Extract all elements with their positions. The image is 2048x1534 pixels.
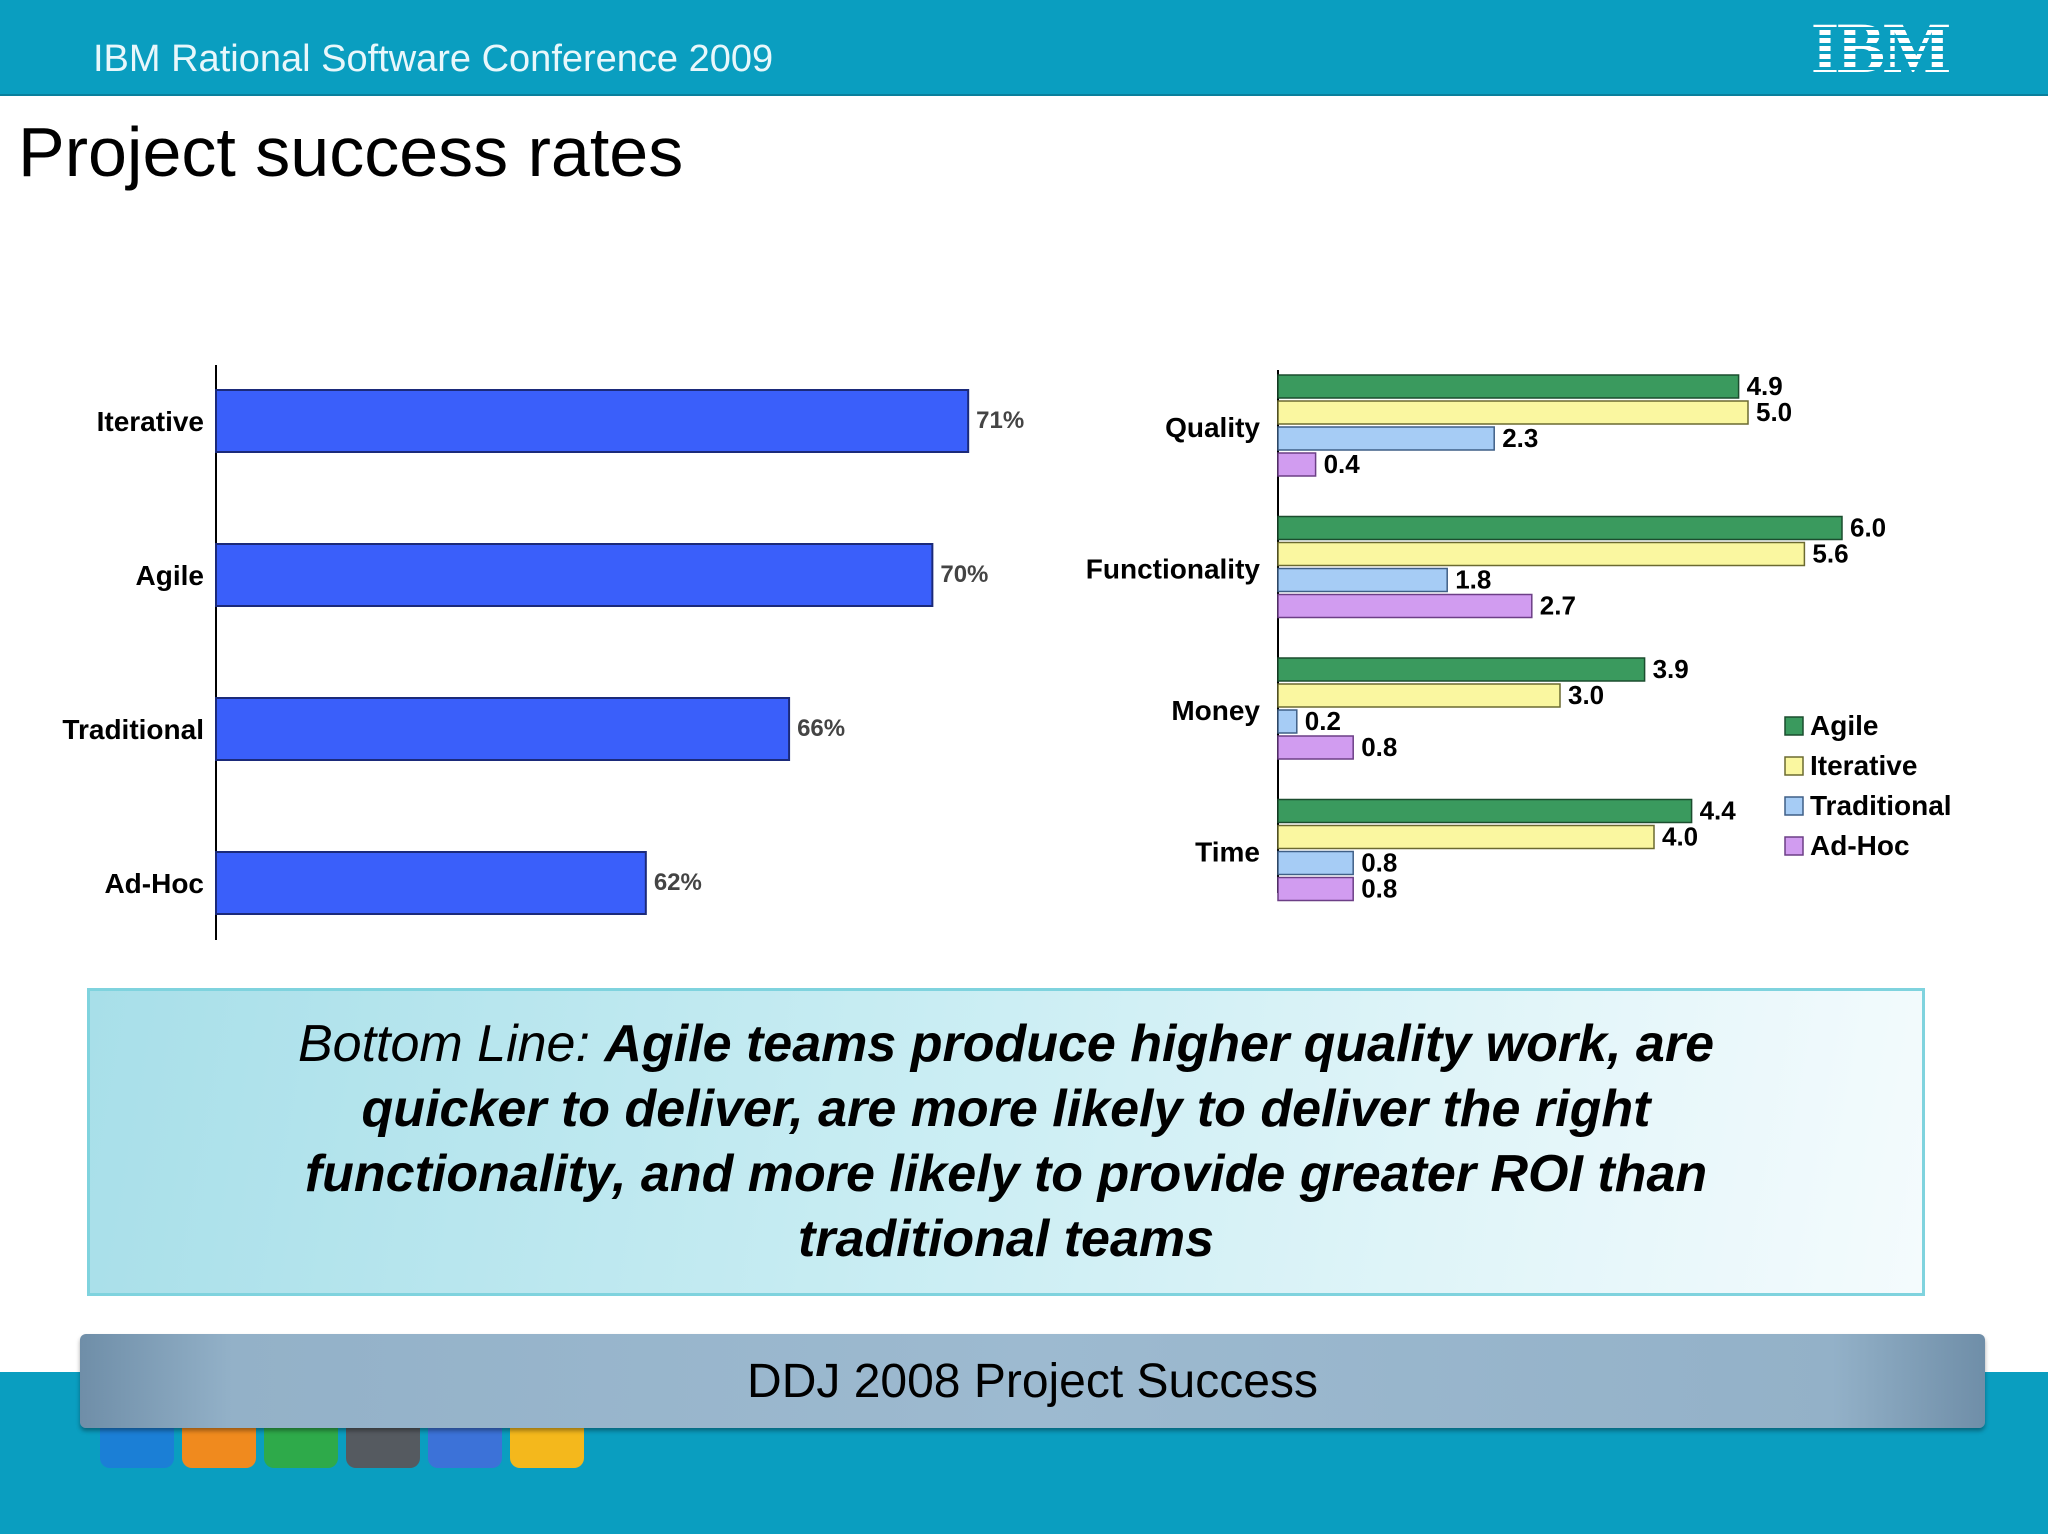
bar — [215, 851, 647, 915]
data-label: 0.2 — [1305, 706, 1341, 736]
bar — [1277, 798, 1693, 824]
data-label: 62% — [654, 869, 702, 896]
category-label: Functionality — [1086, 554, 1261, 585]
bottom-line-text: Bottom Line: Agile teams produce higher … — [230, 1012, 1782, 1272]
category-label: Traditional — [62, 714, 204, 745]
category-label: Quality — [1165, 412, 1260, 443]
bar — [1277, 567, 1448, 593]
data-label: 4.0 — [1662, 822, 1698, 852]
data-label: 4.4 — [1700, 796, 1737, 826]
bar — [1277, 515, 1843, 541]
data-label: 71% — [976, 407, 1024, 434]
data-label: 6.0 — [1850, 513, 1886, 543]
header-bar: IBM Rational Software Conference 2009 IB… — [0, 0, 2048, 96]
bar — [1277, 824, 1655, 850]
data-label: 3.9 — [1653, 654, 1689, 684]
legend-label: Agile — [1810, 710, 1878, 741]
legend-swatch — [1784, 796, 1804, 816]
slide-title: Project success rates — [18, 113, 684, 191]
bar — [1277, 541, 1806, 567]
bar — [1277, 709, 1298, 734]
source-text: DDJ 2008 Project Success — [747, 1354, 1318, 1408]
category-label: Iterative — [97, 406, 204, 437]
bottom-line-body: Agile teams produce higher quality work,… — [304, 1015, 1714, 1268]
data-label: 66% — [797, 715, 845, 742]
bar — [215, 543, 934, 607]
category-label: Time — [1195, 837, 1260, 868]
legend-swatch — [1784, 836, 1804, 856]
bar — [215, 697, 791, 761]
bar — [1277, 735, 1354, 760]
bar — [1277, 426, 1495, 451]
legend-label: Traditional — [1810, 790, 1952, 821]
category-label: Money — [1171, 695, 1260, 726]
data-label: 0.8 — [1361, 848, 1397, 878]
data-label: 2.7 — [1540, 591, 1576, 621]
data-label: 0.8 — [1361, 732, 1397, 762]
data-label: 5.6 — [1812, 539, 1848, 569]
bottom-line-box: Bottom Line: Agile teams produce higher … — [87, 988, 1925, 1296]
data-label: 1.8 — [1455, 565, 1491, 595]
bar — [1277, 374, 1740, 399]
data-label: 4.9 — [1747, 371, 1783, 401]
data-label: 0.8 — [1361, 874, 1397, 904]
bar — [1277, 593, 1533, 619]
data-label: 2.3 — [1502, 423, 1538, 453]
conference-title: IBM Rational Software Conference 2009 — [93, 38, 774, 80]
ibm-logo-text: IBM — [1811, 14, 1949, 78]
bar — [1277, 400, 1749, 425]
bottom-line-prefix: Bottom Line: — [297, 1015, 605, 1073]
success-rate-chart: Iterative 71% Agile 70% Traditional 66% Ad-Hoc… — [62, 365, 1024, 940]
category-label: Ad-Hoc — [104, 868, 204, 899]
bar — [1277, 657, 1646, 682]
bar — [1277, 850, 1354, 876]
legend-swatch — [1784, 716, 1804, 736]
data-label: 5.0 — [1756, 397, 1792, 427]
category-label: Agile — [136, 560, 204, 591]
data-label: 0.4 — [1324, 449, 1361, 479]
bar — [1277, 683, 1561, 708]
legend-swatch — [1784, 756, 1804, 776]
data-label: 3.0 — [1568, 680, 1604, 710]
ibm-logo: IBM — [1811, 14, 1951, 78]
bar — [215, 389, 970, 453]
source-bar: DDJ 2008 Project Success — [80, 1334, 1985, 1428]
data-label: 70% — [940, 561, 988, 588]
success-factor-chart: Quality 4.95.0 2.3 0.4 Functionality 6.05.6 1.… — [1086, 370, 1952, 904]
legend-label: Ad-Hoc — [1810, 830, 1910, 861]
bar — [1277, 452, 1317, 477]
legend-label: Iterative — [1810, 750, 1917, 781]
bar — [1277, 876, 1354, 902]
